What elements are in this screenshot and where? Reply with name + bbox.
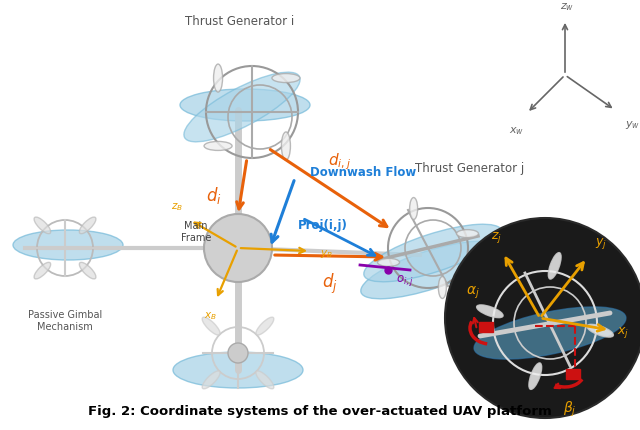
- Text: $y_w$: $y_w$: [625, 119, 640, 131]
- Ellipse shape: [79, 217, 96, 233]
- Ellipse shape: [79, 262, 96, 279]
- Text: $d_i$: $d_i$: [206, 184, 222, 206]
- Ellipse shape: [204, 141, 232, 150]
- Ellipse shape: [180, 89, 310, 121]
- Ellipse shape: [202, 317, 220, 335]
- Ellipse shape: [184, 72, 300, 142]
- Text: $x_j$: $x_j$: [617, 325, 629, 340]
- Circle shape: [204, 214, 272, 282]
- Ellipse shape: [13, 230, 123, 260]
- Text: $o_{i,j}$: $o_{i,j}$: [396, 273, 414, 288]
- Text: $\beta_j$: $\beta_j$: [563, 400, 577, 419]
- Ellipse shape: [548, 252, 561, 279]
- Text: Proj(i,j): Proj(i,j): [298, 218, 348, 231]
- Text: $y_j$: $y_j$: [595, 236, 607, 251]
- Text: Thrust Generator j: Thrust Generator j: [415, 162, 525, 175]
- Ellipse shape: [34, 262, 51, 279]
- Ellipse shape: [173, 352, 303, 388]
- Ellipse shape: [529, 363, 541, 390]
- Text: Main
Frame: Main Frame: [181, 221, 211, 243]
- Ellipse shape: [587, 324, 613, 337]
- Ellipse shape: [477, 305, 503, 318]
- Text: $x_B$: $x_B$: [204, 310, 216, 322]
- Text: $z_B$: $z_B$: [171, 201, 183, 213]
- Ellipse shape: [474, 307, 626, 359]
- Text: $x_w$: $x_w$: [509, 125, 525, 137]
- Text: $d_{i,j}$: $d_{i,j}$: [328, 151, 351, 172]
- Ellipse shape: [256, 317, 274, 335]
- Ellipse shape: [272, 74, 300, 83]
- FancyBboxPatch shape: [479, 322, 493, 332]
- Text: $z_w$: $z_w$: [560, 1, 574, 13]
- Ellipse shape: [202, 371, 220, 389]
- Text: $\alpha_j$: $\alpha_j$: [466, 285, 480, 301]
- FancyBboxPatch shape: [566, 369, 580, 379]
- Ellipse shape: [282, 132, 291, 160]
- Ellipse shape: [456, 230, 479, 238]
- Circle shape: [228, 343, 248, 363]
- Ellipse shape: [438, 276, 446, 298]
- Text: Downwash Flow: Downwash Flow: [310, 166, 416, 178]
- Ellipse shape: [34, 217, 51, 233]
- Ellipse shape: [361, 241, 499, 299]
- Ellipse shape: [256, 371, 274, 389]
- Text: $y_B$: $y_B$: [320, 248, 333, 260]
- Ellipse shape: [214, 64, 223, 92]
- Text: Thrust Generator i: Thrust Generator i: [186, 15, 294, 28]
- Ellipse shape: [378, 258, 399, 266]
- Text: $z_j$: $z_j$: [492, 230, 502, 245]
- Text: Fig. 2: Coordinate systems of the over-actuated UAV platform: Fig. 2: Coordinate systems of the over-a…: [88, 405, 552, 418]
- Ellipse shape: [364, 224, 502, 282]
- Circle shape: [445, 218, 640, 418]
- Text: Passive Gimbal
Mechanism: Passive Gimbal Mechanism: [28, 310, 102, 332]
- Ellipse shape: [410, 197, 418, 220]
- Text: $d_j$: $d_j$: [322, 272, 338, 296]
